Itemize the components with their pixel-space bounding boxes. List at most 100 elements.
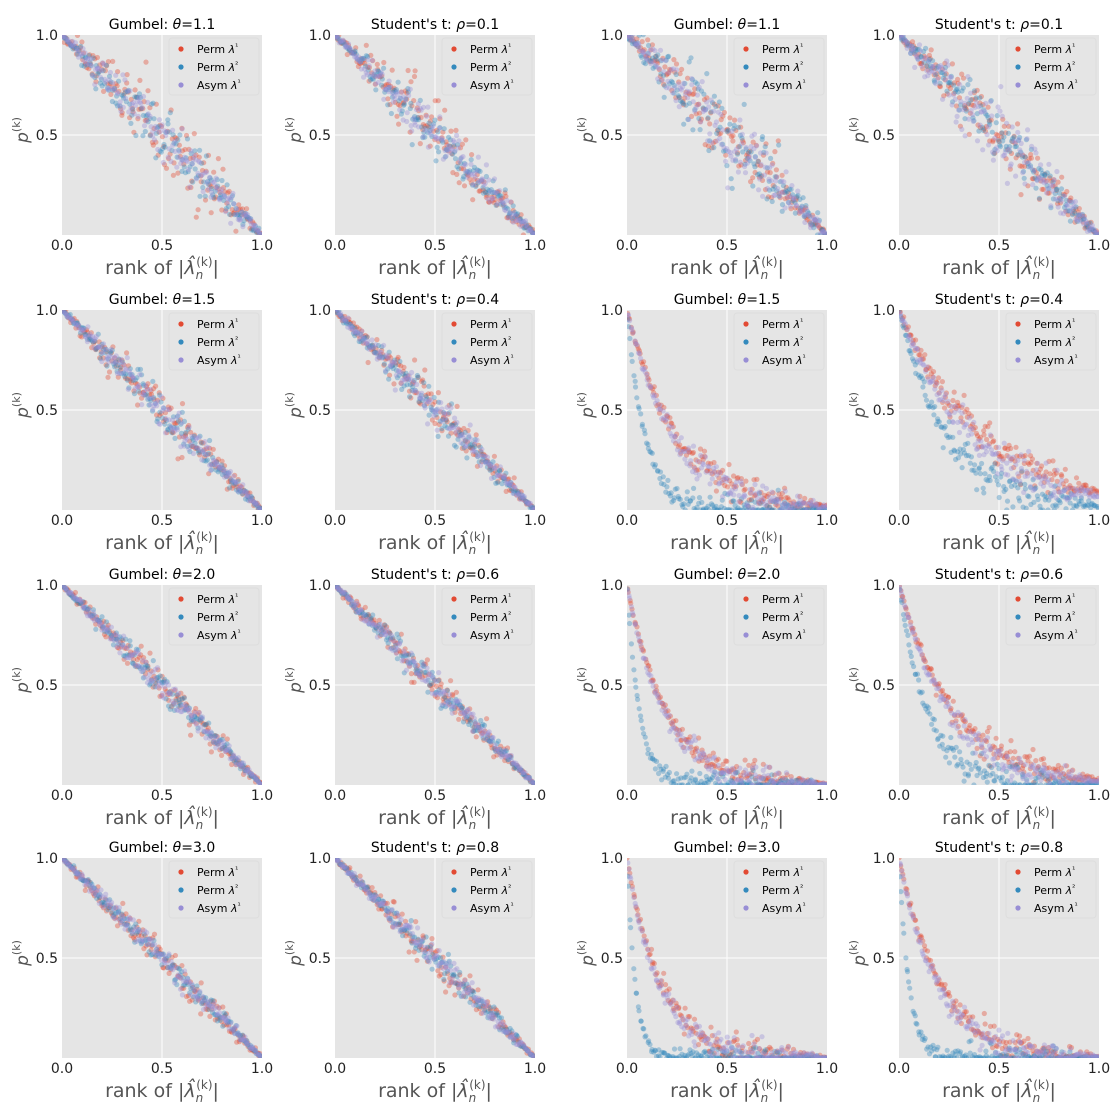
legend-label: Perm λ¹ [1034,42,1075,56]
data-point [192,131,197,136]
data-point [73,40,78,45]
data-point [691,450,696,455]
data-point [416,101,421,106]
x-tick-label: 0.5 [716,238,738,254]
data-point [756,187,761,192]
data-point [234,207,239,212]
data-point [1026,449,1031,454]
data-point [149,124,154,129]
data-point [960,402,965,407]
data-point [962,101,967,106]
x-tick-label: 0.5 [424,238,446,254]
data-point [393,387,398,392]
data-point [946,399,951,404]
data-point [147,651,152,656]
data-point [947,412,952,417]
data-point [662,95,667,100]
y-axis-label: p(k) [10,667,33,694]
data-point [443,416,448,421]
data-point [802,220,807,225]
data-point [389,111,394,116]
data-point [1004,121,1009,126]
legend-marker [451,321,456,326]
legend-label: Perm λ² [470,335,511,349]
data-point [172,436,177,441]
data-point [917,42,922,47]
data-point [1079,493,1084,498]
data-point [934,381,939,386]
data-point [177,132,182,137]
data-point [439,406,444,411]
data-point [704,71,709,76]
data-point [717,99,722,104]
data-point [637,351,642,356]
data-point [926,58,931,63]
data-point [360,56,365,61]
data-point [408,79,413,84]
data-point [658,469,663,474]
data-point [923,393,928,398]
data-point [456,145,461,150]
data-point [1004,507,1009,512]
data-point [157,422,162,427]
data-point [669,490,674,495]
data-point [221,740,226,745]
data-point [122,77,127,82]
data-point [711,109,716,114]
data-point [475,169,480,174]
data-point [689,82,694,87]
data-point [965,96,970,101]
data-point [1008,446,1013,451]
data-point [774,167,779,172]
data-point [634,342,639,347]
data-point [740,132,745,137]
data-point [459,440,464,445]
x-tick-label: 0.5 [424,513,446,529]
data-point [99,68,104,73]
data-point [626,313,631,318]
data-point [824,231,829,236]
data-point [788,204,793,209]
data-point [131,376,136,381]
data-point [205,457,210,462]
data-point [681,81,686,86]
x-axis-label: rank of |λ̂n(k)| [105,530,219,557]
data-point [717,136,722,141]
data-point [433,158,438,163]
data-point [168,110,173,115]
data-point [382,361,387,366]
data-point [981,128,986,133]
data-point [995,471,1000,476]
data-point [661,408,666,413]
data-point [1096,232,1101,237]
data-point [454,690,459,695]
data-point [405,110,410,115]
data-point [422,367,427,372]
data-point [686,445,691,450]
data-point [1013,478,1018,483]
legend-label: Asym λ¹ [197,628,241,642]
legend-label: Perm λ² [1034,60,1075,74]
data-point [241,760,246,765]
data-point [915,57,920,62]
data-point [725,185,730,190]
data-point [695,459,700,464]
data-point [751,507,756,512]
data-point [954,119,959,124]
data-point [359,329,364,334]
data-point [941,445,946,450]
data-point [704,99,709,104]
data-point [667,86,672,91]
data-point [1015,121,1020,126]
x-tick-label: 1.0 [251,238,273,254]
data-point [912,65,917,70]
data-point [110,80,115,85]
data-point [718,112,723,117]
data-point [464,455,469,460]
legend-marker [451,46,456,51]
data-point [970,426,975,431]
data-point [437,114,442,119]
data-point [1054,495,1059,500]
